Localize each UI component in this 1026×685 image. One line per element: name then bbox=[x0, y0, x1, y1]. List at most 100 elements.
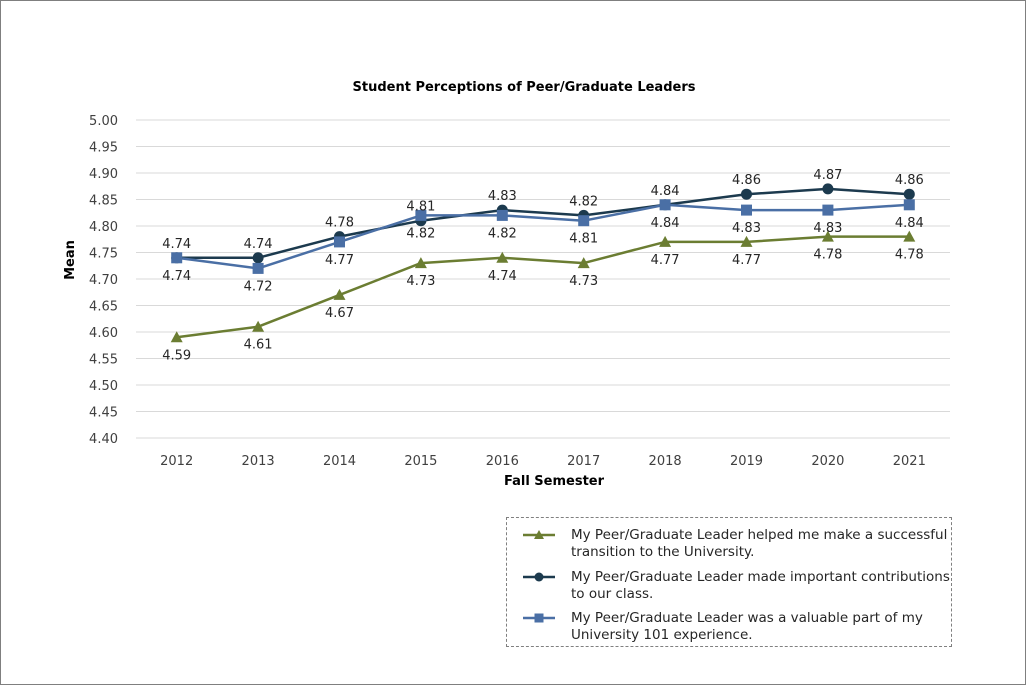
data-labels: 4.59 4.61 4.67 4.73 4.74 4.73 4.77 4.77 4.78 4.78… bbox=[162, 168, 924, 363]
y-tick-label: 4.55 bbox=[89, 353, 118, 368]
y-tick-label: 4.80 bbox=[89, 220, 118, 235]
data-point-triangle bbox=[740, 235, 753, 247]
data-label: 4.77 bbox=[732, 253, 761, 268]
data-label: 4.59 bbox=[162, 348, 191, 363]
y-tick-label: 4.85 bbox=[89, 194, 118, 209]
data-point-square bbox=[415, 209, 427, 221]
data-point-triangle bbox=[414, 257, 427, 269]
data-label: 4.83 bbox=[732, 221, 761, 236]
y-tick-label: 4.60 bbox=[89, 326, 118, 341]
y-tick-label: 4.45 bbox=[89, 406, 118, 421]
data-label: 4.77 bbox=[325, 253, 354, 268]
y-tick-label: 5.00 bbox=[89, 114, 118, 129]
data-point-circle bbox=[903, 188, 915, 200]
data-point-square bbox=[496, 209, 508, 221]
y-tick-label: 4.90 bbox=[89, 167, 118, 182]
data-point-square bbox=[578, 215, 590, 227]
data-label: 4.74 bbox=[488, 269, 517, 284]
data-label: 4.67 bbox=[325, 306, 354, 321]
legend-item-contributions: My Peer/Graduate Leader made important c… bbox=[521, 569, 961, 603]
data-label: 4.84 bbox=[895, 216, 924, 231]
x-axis-ticks: 2012 2013 2014 2015 2016 2017 2018 2019 2020 2021 bbox=[160, 454, 926, 469]
legend-item-valuable: My Peer/Graduate Leader was a valuable p… bbox=[521, 610, 961, 644]
x-tick-label: 2021 bbox=[893, 454, 926, 469]
data-label: 4.72 bbox=[244, 279, 273, 294]
chart-title: Student Perceptions of Peer/Graduate Lea… bbox=[353, 80, 696, 95]
data-label: 4.77 bbox=[651, 253, 680, 268]
data-point-square bbox=[334, 236, 345, 248]
data-point-circle bbox=[741, 188, 752, 200]
x-tick-label: 2013 bbox=[242, 454, 275, 469]
data-label: 4.82 bbox=[569, 194, 598, 209]
y-tick-label: 4.50 bbox=[89, 379, 118, 394]
y-tick-label: 4.70 bbox=[89, 273, 118, 288]
data-label: 4.78 bbox=[325, 216, 354, 231]
data-label: 4.86 bbox=[732, 173, 761, 188]
x-tick-label: 2018 bbox=[649, 454, 682, 469]
data-point-square bbox=[659, 199, 671, 211]
square-marker-icon bbox=[523, 613, 555, 623]
y-tick-label: 4.75 bbox=[89, 247, 118, 262]
series-markers bbox=[170, 183, 916, 343]
gridlines bbox=[136, 119, 950, 439]
series-line-circle bbox=[176, 187, 910, 260]
data-point-square bbox=[741, 204, 752, 216]
data-label: 4.78 bbox=[813, 248, 842, 263]
x-tick-label: 2014 bbox=[323, 454, 356, 469]
legend-item-transition: My Peer/Graduate Leader helped me make a… bbox=[521, 527, 961, 561]
x-tick-label: 2017 bbox=[567, 454, 600, 469]
legend-label: My Peer/Graduate Leader made important c… bbox=[571, 569, 950, 602]
data-label: 4.84 bbox=[651, 216, 680, 231]
circle-marker-icon bbox=[523, 572, 555, 582]
series-line-square bbox=[176, 203, 910, 270]
x-tick-label: 2020 bbox=[811, 454, 844, 469]
data-point-triangle bbox=[170, 331, 183, 343]
data-label: 4.74 bbox=[162, 237, 191, 252]
data-point-triangle bbox=[659, 235, 672, 247]
data-label: 4.73 bbox=[569, 274, 598, 289]
data-point-triangle bbox=[821, 230, 834, 242]
data-point-triangle bbox=[577, 257, 590, 269]
data-point-circle bbox=[252, 252, 264, 264]
x-axis-title: Fall Semester bbox=[504, 474, 605, 489]
data-label: 4.81 bbox=[569, 232, 598, 247]
triangle-marker-icon bbox=[523, 530, 555, 539]
data-point-square bbox=[822, 204, 834, 216]
data-label: 4.78 bbox=[895, 248, 924, 263]
y-axis-ticks: 4.40 4.45 4.50 4.55 4.60 4.65 4.70 4.75 4.80 4.85… bbox=[89, 114, 118, 447]
x-tick-label: 2016 bbox=[486, 454, 519, 469]
legend: My Peer/Graduate Leader helped me make a… bbox=[506, 517, 952, 647]
data-label: 4.74 bbox=[162, 269, 191, 284]
data-point-triangle bbox=[333, 288, 346, 300]
x-tick-label: 2012 bbox=[160, 454, 193, 469]
data-label: 4.84 bbox=[651, 184, 680, 199]
data-label: 4.83 bbox=[488, 189, 517, 204]
y-tick-label: 4.40 bbox=[89, 432, 118, 447]
data-label: 4.87 bbox=[813, 168, 842, 183]
data-label: 4.83 bbox=[813, 221, 842, 236]
data-point-triangle bbox=[903, 230, 916, 242]
x-tick-label: 2015 bbox=[404, 454, 437, 469]
series-line-triangle bbox=[176, 235, 910, 339]
data-point-triangle bbox=[252, 320, 265, 332]
data-point-triangle bbox=[496, 251, 509, 263]
data-label: 4.61 bbox=[244, 338, 273, 353]
data-point-circle bbox=[822, 183, 834, 195]
data-point-square bbox=[903, 199, 915, 211]
legend-label: My Peer/Graduate Leader was a valuable p… bbox=[571, 610, 923, 643]
data-label: 4.82 bbox=[488, 226, 517, 241]
y-tick-label: 4.95 bbox=[89, 141, 118, 156]
y-tick-label: 4.65 bbox=[89, 300, 118, 315]
data-label: 4.82 bbox=[406, 226, 435, 241]
y-axis-title: Mean bbox=[63, 240, 78, 280]
series-lines bbox=[176, 187, 910, 339]
data-label: 4.86 bbox=[895, 173, 924, 188]
data-label: 4.74 bbox=[244, 237, 273, 252]
data-point-square bbox=[252, 262, 264, 274]
data-label: 4.73 bbox=[406, 274, 435, 289]
data-label: 4.81 bbox=[406, 200, 435, 215]
legend-label: My Peer/Graduate Leader helped me make a… bbox=[571, 527, 948, 560]
x-tick-label: 2019 bbox=[730, 454, 763, 469]
data-point-square bbox=[171, 252, 183, 264]
